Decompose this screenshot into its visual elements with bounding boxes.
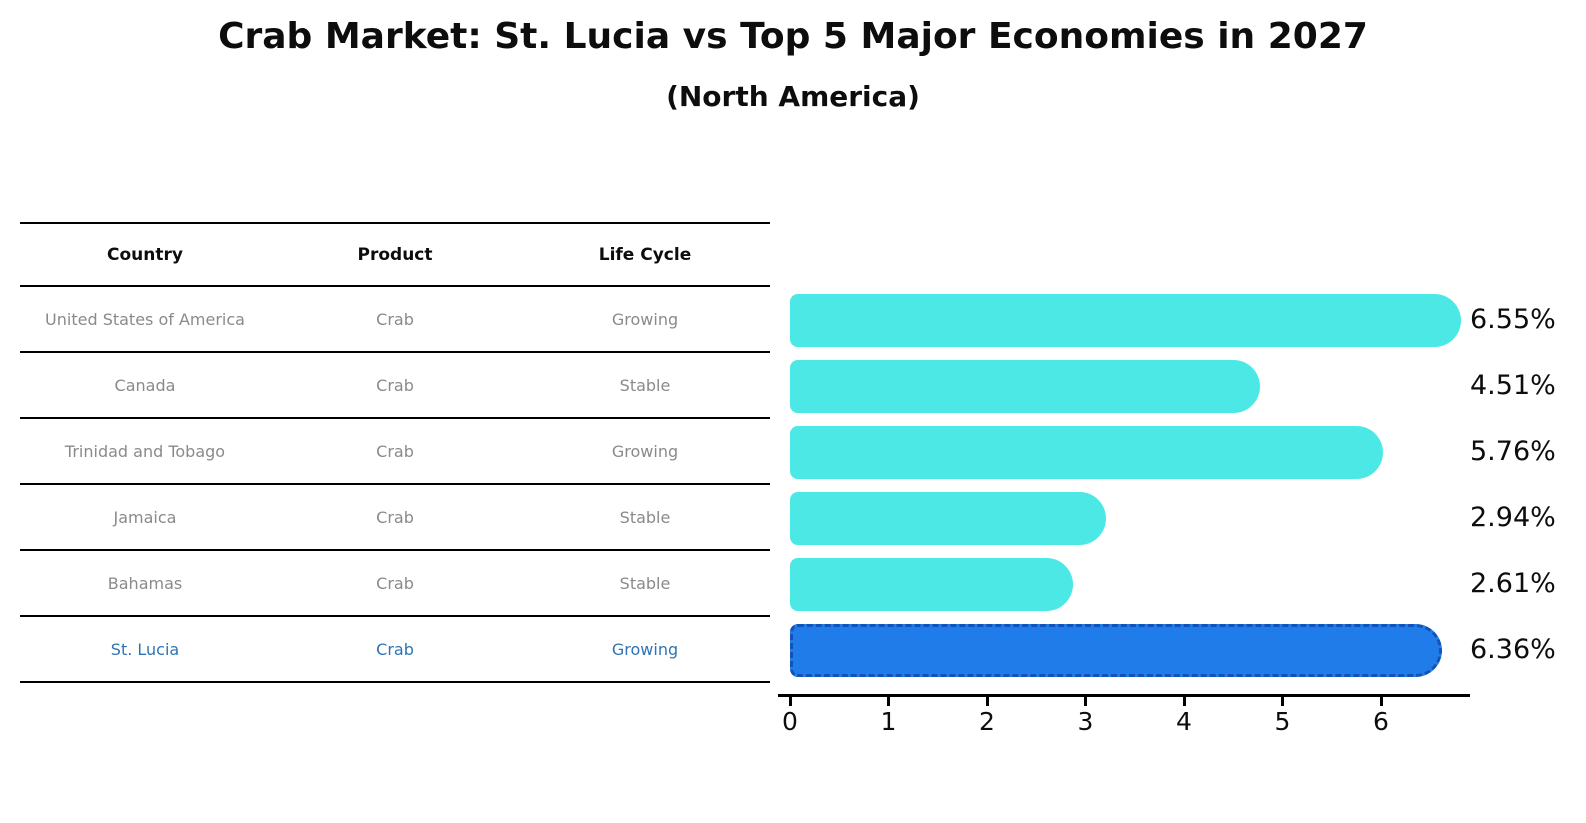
country-cell: Bahamas [107, 573, 183, 593]
x-axis-tick-label: 0 [782, 707, 798, 736]
product-cell: Crab [376, 309, 414, 329]
x-axis-tick-label: 5 [1274, 707, 1291, 736]
x-axis-tick-mark [985, 697, 989, 706]
country-table: Country Product Life Cycle United States… [20, 222, 770, 683]
table-row-st-lucia: St. Lucia Crab Growing [20, 617, 770, 683]
table-row-trinidad-and-tobago: Trinidad and Tobago Crab Growing [20, 419, 770, 485]
country-cell: United States of America [45, 309, 245, 329]
bar-trinidad-and-tobago [790, 426, 1384, 479]
product-cell: Crab [376, 639, 414, 659]
bar-bahamas [790, 558, 1074, 611]
x-axis-tick-label: 4 [1176, 707, 1192, 736]
x-axis-tick-label: 6 [1373, 707, 1389, 736]
page-subtitle: (North America) [666, 80, 920, 113]
x-axis-line [778, 694, 1470, 697]
x-axis-tick-mark [1281, 697, 1284, 706]
bar-jamaica [790, 492, 1106, 545]
bar-usa [790, 294, 1462, 347]
table-row-bahamas: Bahamas Crab Stable [20, 551, 770, 617]
table-row-canada: Canada Crab Stable [20, 353, 770, 419]
x-axis-tick-label: 2 [979, 707, 995, 736]
life-cycle-cell: Growing [611, 309, 679, 329]
product-cell: Crab [376, 375, 414, 395]
column-header-life-cycle: Life Cycle [598, 244, 692, 265]
x-axis-tick-label: 1 [880, 707, 897, 736]
x-axis-tick-label: 3 [1077, 707, 1094, 736]
life-cycle-cell: Stable [619, 507, 671, 527]
life-cycle-cell: Stable [619, 375, 671, 395]
bar-value-label: 2.94% [1470, 502, 1556, 533]
x-axis-tick-mark [788, 697, 792, 706]
bar-canada [790, 360, 1261, 413]
bar-value-label: 6.36% [1470, 634, 1556, 665]
x-axis: 0 1 2 3 4 5 6 [778, 694, 1478, 764]
column-header-product: Product [357, 244, 433, 265]
country-cell: St. Lucia [110, 639, 180, 659]
bar-value-label: 4.51% [1470, 370, 1556, 401]
product-cell: Crab [376, 507, 414, 527]
life-cycle-cell: Stable [619, 573, 671, 593]
life-cycle-cell: Growing [611, 639, 679, 659]
bar-st-lucia [790, 624, 1443, 677]
table-header-row: Country Product Life Cycle [20, 222, 770, 287]
x-axis-tick-mark [887, 697, 890, 706]
country-cell: Jamaica [113, 507, 177, 527]
page-title: Crab Market: St. Lucia vs Top 5 Major Ec… [218, 16, 1368, 57]
table-row-usa: United States of America Crab Growing [20, 287, 770, 353]
product-cell: Crab [376, 573, 414, 593]
bar-value-label: 6.55% [1470, 304, 1556, 335]
x-axis-tick-mark [1084, 697, 1087, 706]
country-cell: Trinidad and Tobago [64, 441, 226, 461]
bar-value-label: 2.61% [1470, 568, 1556, 599]
country-cell: Canada [114, 375, 176, 395]
table-row-jamaica: Jamaica Crab Stable [20, 485, 770, 551]
x-axis-tick-mark [1379, 697, 1383, 706]
product-cell: Crab [376, 441, 414, 461]
life-cycle-cell: Growing [611, 441, 679, 461]
x-axis-tick-mark [1182, 697, 1186, 706]
bar-value-label: 5.76% [1470, 436, 1556, 467]
column-header-country: Country [107, 244, 183, 265]
